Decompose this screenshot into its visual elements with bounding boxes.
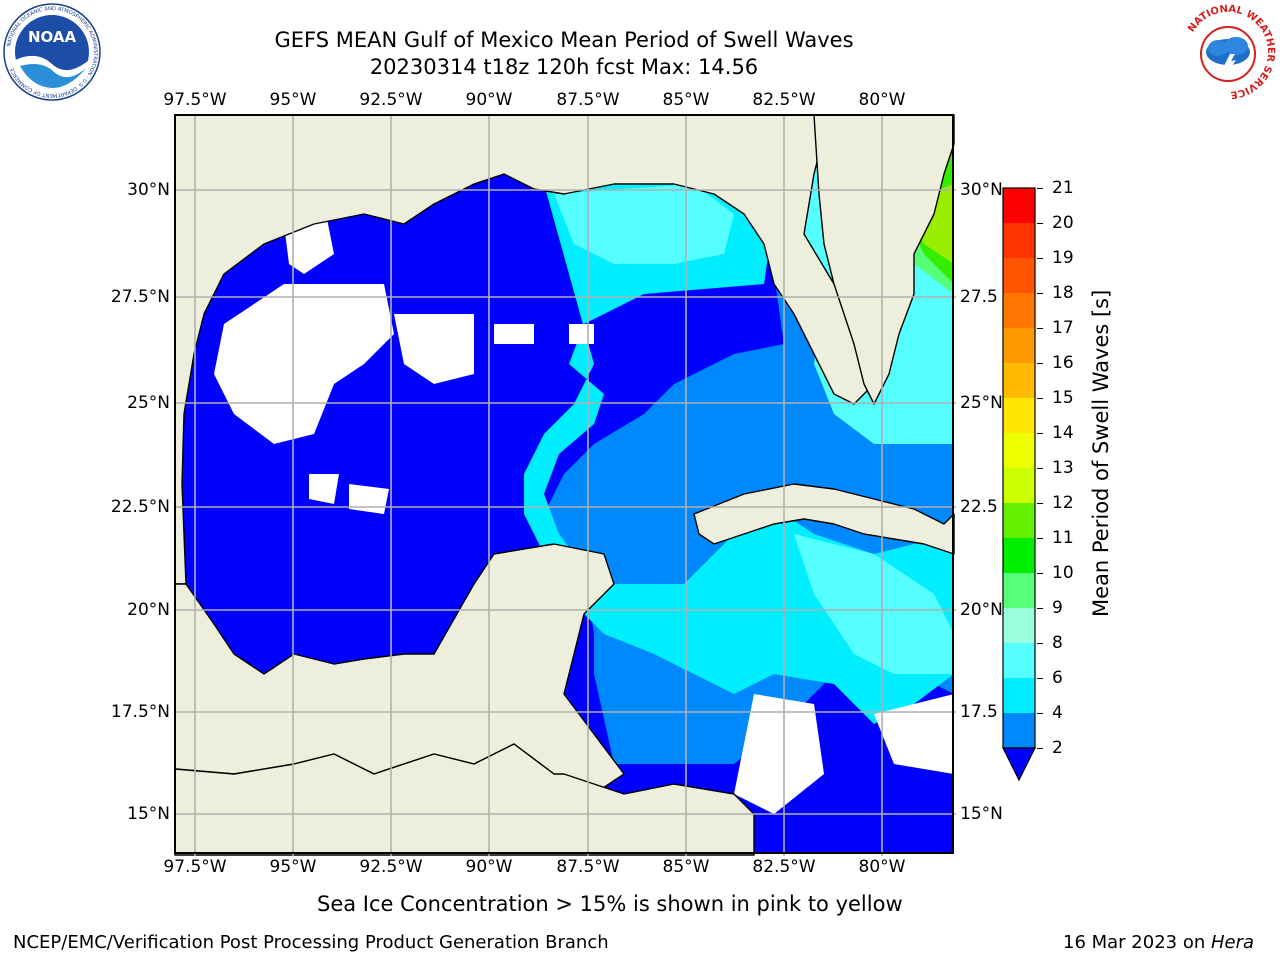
colorbar-tick-mark [1037,432,1043,434]
colorbar-tick-label: 15 [1052,388,1074,408]
colorbar-tick-mark [1037,257,1043,259]
lon-label-top: 82.5°W [752,90,816,110]
colorbar-swatch [1003,258,1035,294]
colorbar-tick-mark [1037,222,1043,224]
colorbar-swatch [1003,433,1035,469]
colorbar-swatch [1003,608,1035,644]
lon-label-bottom: 82.5°W [752,857,816,877]
noaa-logo: NOAA NATIONAL OCEANIC AND ATMOSPHERIC AD… [3,3,101,101]
lat-label-right: 25°N [960,393,1003,413]
colorbar-swatch [1003,503,1035,539]
colorbar-tick-label: 14 [1052,423,1074,443]
colorbar-swatch [1003,398,1035,434]
lon-label-bottom: 85°W [662,857,710,877]
lon-label-bottom: 80°W [858,857,906,877]
colorbar-tick-label: 2 [1052,738,1063,758]
colorbar-tick-mark [1037,467,1043,469]
lon-label-bottom: 90°W [465,857,513,877]
lon-label-bottom: 95°W [269,857,317,877]
footer-date: 16 Mar 2023 on Hera [1063,932,1255,953]
colorbar-swatch [1003,328,1035,364]
lat-label-right: 15°N [960,804,1003,824]
colorbar-tick-mark [1037,292,1043,294]
colorbar-tick-mark [1037,187,1043,189]
lat-label-left: 25°N [127,393,170,413]
chart-subtitle: 20230314 t18z 120h fcst Max: 14.56 [369,55,759,79]
lon-label-top: 80°W [858,90,906,110]
colorbar-swatch [1003,188,1035,224]
colorbar-tick-mark [1037,642,1043,644]
colorbar-tick-label: 10 [1052,563,1074,583]
lon-label-bottom: 97.5°W [163,857,227,877]
colorbar-tick-label: 12 [1052,493,1074,513]
colorbar-tick-mark [1037,537,1043,539]
colorbar-tick-label: 17 [1052,318,1074,338]
colorbar-tick-label: 16 [1052,353,1074,373]
gulf-map [174,114,956,856]
noaa-logo-text: NOAA [28,28,77,46]
colorbar-tick-mark [1037,747,1043,749]
lat-label-right: 22.5 [960,497,998,517]
nws-logo: NATIONAL WEATHER SERVICE [1180,4,1276,100]
lon-label-bottom: 87.5°W [556,857,620,877]
map-gridlines [174,114,956,856]
lon-label-top: 92.5°W [359,90,423,110]
lon-label-bottom: 92.5°W [359,857,423,877]
lat-label-left: 22.5°N [110,497,170,517]
lon-label-top: 85°W [662,90,710,110]
colorbar-tick-label: 6 [1052,668,1063,688]
colorbar-tick-mark [1037,397,1043,399]
lon-label-top: 87.5°W [556,90,620,110]
colorbar-swatch [1003,713,1035,749]
colorbar-swatch [1003,573,1035,609]
colorbar-swatch [1003,223,1035,259]
colorbar-tick-label: 11 [1052,528,1074,548]
colorbar-swatch [1003,468,1035,504]
colorbar-swatch [1003,363,1035,399]
colorbar-swatch [1003,643,1035,679]
lat-label-left: 30°N [127,180,170,200]
colorbar-tick-mark [1037,572,1043,574]
chart-title: GEFS MEAN Gulf of Mexico Mean Period of … [274,28,854,52]
colorbar-tick-label: 18 [1052,283,1074,303]
colorbar-extend-arrow [1002,747,1036,782]
colorbar-tick-mark [1037,607,1043,609]
colorbar-tick-mark [1037,677,1043,679]
colorbar-tick-label: 4 [1052,703,1063,723]
lon-label-top: 95°W [269,90,317,110]
colorbar-tick-label: 21 [1052,178,1074,198]
colorbar-tick-label: 9 [1052,598,1063,618]
colorbar-swatch [1003,293,1035,329]
sea-ice-note: Sea Ice Concentration > 15% is shown in … [317,892,903,916]
footer-credit: NCEP/EMC/Verification Post Processing Pr… [13,932,609,953]
colorbar-swatch [1003,678,1035,714]
colorbar-tick-label: 20 [1052,213,1074,233]
colorbar-tick-mark [1037,327,1043,329]
colorbar-tick-label: 8 [1052,633,1063,653]
lat-label-left: 17.5°N [110,702,170,722]
lat-label-right: 27.5 [960,287,998,307]
colorbar-tick-mark [1037,362,1043,364]
lon-label-top: 97.5°W [163,90,227,110]
lat-label-right: 30°N [960,180,1003,200]
lat-label-right: 20°N [960,600,1003,620]
lon-label-top: 90°W [465,90,513,110]
colorbar-tick-label: 19 [1052,248,1074,268]
colorbar-tick-mark [1037,712,1043,714]
colorbar-tick-mark [1037,502,1043,504]
colorbar-tick-label: 13 [1052,458,1074,478]
colorbar-swatch [1003,538,1035,574]
colorbar [1002,187,1036,782]
lat-label-left: 20°N [127,600,170,620]
lat-label-left: 15°N [127,804,170,824]
colorbar-label: Mean Period of Swell Waves [s] [1089,289,1113,617]
footer-machine: Hera [1210,932,1255,953]
lat-label-right: 17.5 [960,702,998,722]
lat-label-left: 27.5°N [110,287,170,307]
